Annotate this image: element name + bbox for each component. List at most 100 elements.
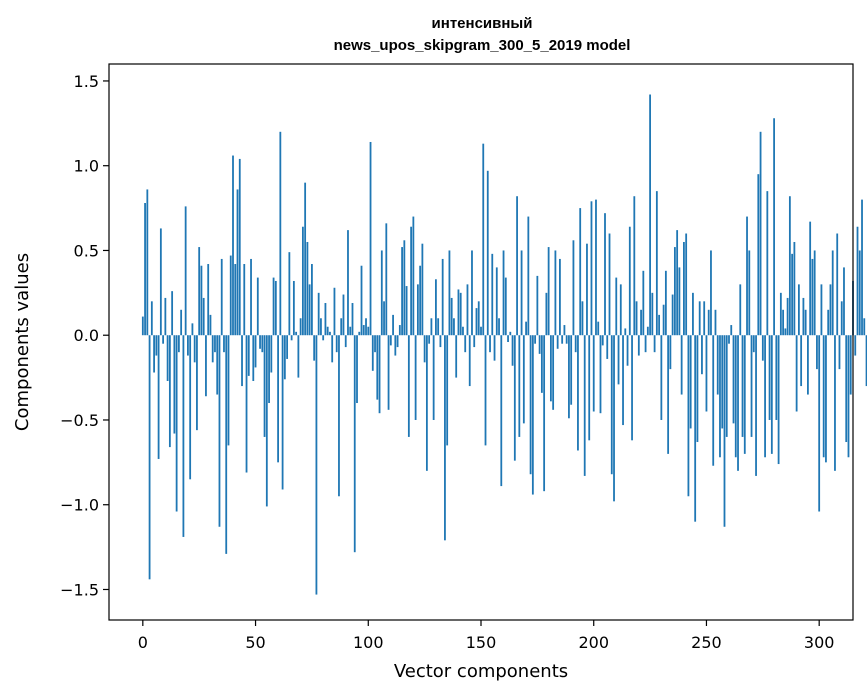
bar (655, 191, 658, 336)
bar (462, 326, 464, 336)
bar (184, 206, 187, 336)
bar (290, 335, 293, 341)
bar (389, 335, 392, 346)
bar (342, 294, 345, 336)
bar (807, 335, 809, 395)
bar (685, 233, 688, 336)
bar (419, 265, 422, 336)
bar (412, 216, 415, 336)
chart-title-line-1: интенсивный (432, 15, 533, 32)
bar (795, 335, 798, 412)
bar (274, 280, 277, 336)
bar (822, 335, 825, 458)
bar (407, 335, 410, 437)
x-axis-ticks: 0 50 100 150 200 250 300 (138, 620, 834, 652)
bar (270, 335, 273, 373)
bar (335, 335, 338, 353)
bar (205, 335, 207, 397)
bar (766, 191, 769, 336)
bar (588, 335, 591, 441)
x-tick-label: 100 (353, 633, 384, 652)
bar (752, 335, 755, 353)
bar (308, 284, 311, 336)
bar (277, 335, 279, 463)
bar (748, 250, 751, 336)
bar (180, 309, 183, 336)
bar (403, 240, 406, 336)
bar (559, 258, 561, 336)
bar (477, 301, 480, 336)
bar (320, 318, 322, 336)
bar (701, 335, 703, 375)
bar (141, 316, 144, 336)
bar (322, 335, 325, 341)
bar (664, 270, 667, 336)
y-tick-label: −1.5 (60, 580, 99, 599)
bar (845, 335, 848, 443)
bar (651, 292, 654, 336)
bar (493, 335, 496, 361)
bar (615, 277, 618, 336)
bar (705, 335, 708, 412)
bar (304, 182, 307, 336)
bar (159, 228, 162, 336)
bar (214, 335, 216, 353)
bar (746, 216, 748, 336)
bar (597, 321, 600, 336)
bar (265, 335, 268, 507)
bar (764, 335, 766, 458)
bar (692, 292, 694, 336)
bar (177, 335, 180, 353)
bar (773, 118, 775, 336)
bar (401, 247, 403, 336)
bar (561, 335, 564, 344)
bar (347, 230, 349, 336)
bar (441, 258, 444, 336)
bar (784, 328, 787, 336)
bar (495, 267, 498, 336)
bar (577, 335, 579, 451)
bar (448, 250, 451, 336)
x-tick-label: 50 (245, 633, 265, 652)
bar (714, 309, 717, 336)
bar (489, 335, 491, 353)
bar (252, 335, 255, 381)
bar (387, 335, 390, 410)
bar (464, 335, 467, 353)
bar (216, 335, 219, 395)
bar (362, 325, 365, 336)
bar (633, 196, 636, 336)
bar (843, 267, 845, 336)
bar (297, 335, 300, 378)
bar (759, 131, 762, 336)
bar (218, 335, 221, 527)
bar (809, 221, 812, 336)
bar (818, 335, 821, 512)
bar (725, 335, 728, 437)
bar (689, 335, 692, 429)
bar (782, 309, 785, 336)
chart-title-line-2: news_upos_skipgram_300_5_2019 model (334, 37, 631, 54)
x-tick-label: 150 (466, 633, 497, 652)
bar (683, 241, 685, 336)
bar (829, 284, 832, 336)
bar (295, 331, 298, 336)
bar (779, 292, 782, 336)
bar (734, 335, 737, 458)
bar (743, 335, 746, 454)
bar (572, 240, 575, 336)
bar (531, 335, 534, 495)
bar (500, 335, 503, 487)
bar (392, 314, 394, 336)
bar (628, 226, 631, 336)
x-tick-label: 250 (691, 633, 722, 652)
bar (209, 314, 212, 336)
bar (637, 335, 640, 356)
x-tick-label: 200 (578, 633, 609, 652)
bar (604, 213, 606, 336)
bar (238, 158, 241, 336)
bar (299, 318, 302, 336)
bar (730, 325, 733, 336)
bar (272, 277, 275, 336)
bar (696, 335, 699, 443)
